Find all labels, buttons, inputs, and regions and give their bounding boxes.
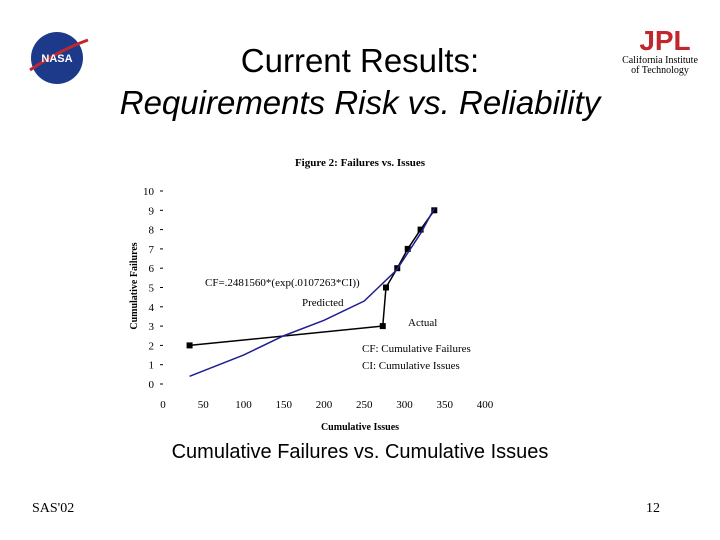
y-tick-label: 0 bbox=[149, 379, 155, 391]
annotation: CF=.2481560*(exp(.0107263*CI)) bbox=[205, 277, 360, 289]
x-tick-label: 150 bbox=[276, 399, 293, 411]
point bbox=[417, 226, 424, 233]
series-line bbox=[189, 208, 435, 377]
institute: California Institute of Technology bbox=[622, 56, 698, 76]
y-tick-label: 5 bbox=[149, 283, 155, 295]
footer: SAS'02 bbox=[32, 501, 74, 516]
series-label: Actual bbox=[408, 317, 437, 329]
series-label: Predicted bbox=[302, 297, 344, 309]
x-tick-label: 50 bbox=[198, 399, 210, 411]
annotation: CI: Cumulative Issues bbox=[362, 360, 460, 372]
x-tick-label: 100 bbox=[235, 399, 252, 411]
y-tick-label: 8 bbox=[149, 225, 155, 237]
y-tick-label: 4 bbox=[149, 302, 155, 314]
caption: Cumulative Failures vs. Cumulative Issue… bbox=[172, 441, 549, 463]
x-tick-label: 400 bbox=[477, 399, 494, 411]
x-tick-label: 350 bbox=[437, 399, 454, 411]
chart-title: Figure 2: Failures vs. Issues bbox=[295, 157, 426, 169]
y-tick-label: 7 bbox=[149, 244, 155, 256]
slide-subtitle: Requirements Risk vs. Reliability bbox=[120, 84, 603, 121]
nasa-text: NASA bbox=[41, 53, 72, 65]
x-tick-label: 200 bbox=[316, 399, 333, 411]
jpl-logo: JPL bbox=[639, 25, 690, 56]
page-number: 12 bbox=[646, 501, 660, 516]
point bbox=[382, 284, 389, 291]
point bbox=[379, 323, 386, 330]
y-tick-label: 6 bbox=[149, 263, 155, 275]
y-tick-label: 9 bbox=[149, 205, 155, 217]
x-tick-label: 300 bbox=[396, 399, 413, 411]
x-tick-label: 0 bbox=[160, 399, 166, 411]
annotation: CF: Cumulative Failures bbox=[362, 343, 471, 355]
slide-title: Current Results: bbox=[241, 42, 479, 79]
y-tick-label: 3 bbox=[149, 321, 155, 333]
x-tick-label: 250 bbox=[356, 399, 373, 411]
nasa-swoosh bbox=[29, 38, 89, 72]
x-axis-label: Cumulative Issues bbox=[321, 422, 399, 433]
point bbox=[186, 342, 193, 349]
nasa-logo bbox=[31, 32, 83, 84]
y-tick-label: 2 bbox=[149, 340, 155, 352]
y-axis-label: Cumulative Failures bbox=[129, 242, 140, 329]
point bbox=[404, 245, 411, 252]
y-tick-label: 10 bbox=[143, 186, 155, 198]
chart: Figure 2: Failures vs. Issues Cumulative… bbox=[129, 157, 494, 433]
point bbox=[431, 207, 438, 214]
institute-box: California Institute of Technology bbox=[622, 56, 698, 76]
y-tick-label: 1 bbox=[149, 360, 155, 372]
